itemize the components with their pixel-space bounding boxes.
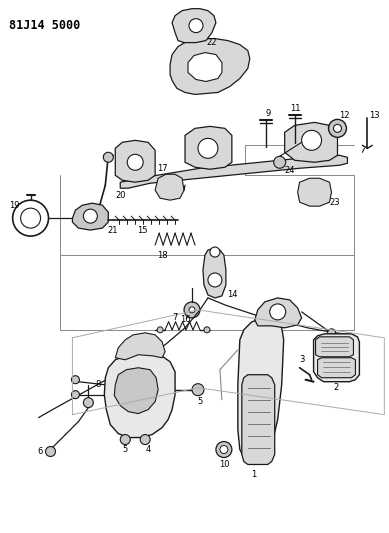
Text: 81J14 5000: 81J14 5000 xyxy=(9,19,80,31)
Circle shape xyxy=(192,384,204,395)
Circle shape xyxy=(328,329,335,337)
Circle shape xyxy=(120,434,130,445)
Circle shape xyxy=(189,19,203,33)
Text: 4: 4 xyxy=(145,445,151,454)
Polygon shape xyxy=(172,9,216,43)
Text: 8: 8 xyxy=(96,380,101,389)
Circle shape xyxy=(83,398,93,408)
Polygon shape xyxy=(185,126,232,169)
Polygon shape xyxy=(155,174,184,200)
Polygon shape xyxy=(104,353,175,438)
Polygon shape xyxy=(255,298,301,328)
Polygon shape xyxy=(242,375,275,464)
Circle shape xyxy=(274,156,286,168)
Circle shape xyxy=(198,139,218,158)
Text: 24: 24 xyxy=(284,166,295,175)
Polygon shape xyxy=(317,358,356,378)
Circle shape xyxy=(72,391,79,399)
Circle shape xyxy=(103,152,113,162)
Circle shape xyxy=(204,327,210,333)
Circle shape xyxy=(127,154,143,170)
Polygon shape xyxy=(285,123,338,162)
Text: 14: 14 xyxy=(227,290,237,300)
Text: 22: 22 xyxy=(207,38,217,47)
Polygon shape xyxy=(114,368,158,414)
Polygon shape xyxy=(170,38,250,94)
Text: 7: 7 xyxy=(172,313,178,322)
Circle shape xyxy=(301,131,322,150)
Text: 12: 12 xyxy=(339,111,350,120)
Circle shape xyxy=(220,446,228,454)
Text: 13: 13 xyxy=(369,111,380,120)
Circle shape xyxy=(208,273,222,287)
Circle shape xyxy=(270,304,286,320)
Circle shape xyxy=(93,207,103,217)
Circle shape xyxy=(184,302,200,318)
Text: 10: 10 xyxy=(219,460,229,469)
Text: 2: 2 xyxy=(334,383,339,392)
Text: 6: 6 xyxy=(38,447,43,456)
Text: 21: 21 xyxy=(107,225,117,235)
Polygon shape xyxy=(120,155,347,188)
Polygon shape xyxy=(115,140,155,182)
Text: 16: 16 xyxy=(180,316,190,325)
Text: 9: 9 xyxy=(265,109,270,118)
Circle shape xyxy=(216,441,232,457)
Text: 3: 3 xyxy=(299,356,304,364)
Text: 5: 5 xyxy=(197,397,203,406)
Text: 19: 19 xyxy=(9,200,20,209)
Text: 20: 20 xyxy=(115,191,126,200)
Circle shape xyxy=(83,209,97,223)
Text: 11: 11 xyxy=(290,104,301,113)
Circle shape xyxy=(333,124,342,132)
Circle shape xyxy=(329,119,347,138)
Polygon shape xyxy=(314,334,359,382)
Polygon shape xyxy=(203,248,226,298)
Polygon shape xyxy=(188,53,222,82)
Circle shape xyxy=(189,307,195,313)
Circle shape xyxy=(210,247,220,257)
Circle shape xyxy=(157,327,163,333)
Polygon shape xyxy=(72,203,108,230)
Polygon shape xyxy=(315,337,354,357)
Polygon shape xyxy=(298,178,331,206)
Text: 18: 18 xyxy=(157,251,167,260)
Text: 1: 1 xyxy=(251,470,256,479)
Text: 5: 5 xyxy=(123,445,128,454)
Circle shape xyxy=(46,447,56,456)
Circle shape xyxy=(72,376,79,384)
Polygon shape xyxy=(238,318,284,464)
Text: 23: 23 xyxy=(329,198,340,207)
Circle shape xyxy=(140,434,150,445)
Text: 17: 17 xyxy=(157,164,167,173)
Text: 15: 15 xyxy=(137,225,147,235)
Polygon shape xyxy=(115,333,165,360)
